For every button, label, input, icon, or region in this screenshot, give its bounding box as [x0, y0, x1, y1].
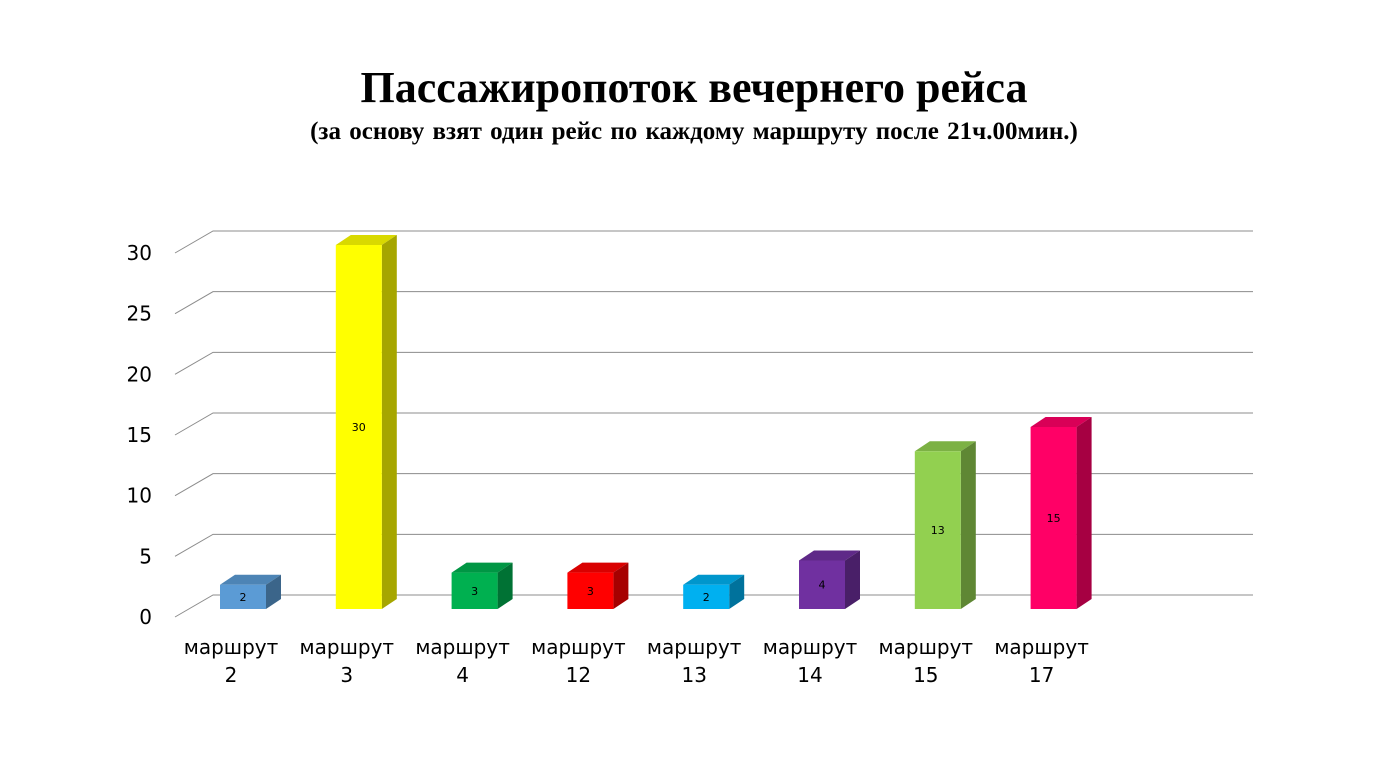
- bar-front: [335, 245, 382, 609]
- bar: 3: [451, 562, 513, 609]
- x-tick-label: маршрут 15: [879, 635, 974, 687]
- x-tick-label-line: 17: [1029, 663, 1054, 687]
- y-axis-ticks: 0 5 10 15 20 25 30: [127, 241, 152, 629]
- bar: 3: [567, 562, 629, 609]
- x-tick-label: маршрут 17: [994, 635, 1089, 687]
- data-label: 15: [1047, 512, 1061, 525]
- bar-side: [497, 562, 513, 609]
- data-label: 4: [819, 579, 826, 592]
- gridlines: [174, 230, 1253, 618]
- data-label: 2: [703, 591, 710, 604]
- gridline: [174, 412, 1253, 436]
- bars: 2 30 3 3 2 4 13 15: [220, 235, 1092, 609]
- gridline: [174, 533, 1253, 557]
- x-tick-label: маршрут 4: [415, 635, 510, 687]
- x-tick-label: маршрут 14: [763, 635, 858, 687]
- bar-front: [567, 572, 614, 609]
- bar-side: [729, 574, 745, 609]
- bar-front: [1030, 427, 1077, 609]
- x-tick-label-line: маршрут: [184, 635, 279, 659]
- bar: 30: [335, 235, 397, 609]
- x-tick-label-line: маршрут: [531, 635, 626, 659]
- bar-top: [335, 235, 397, 245]
- bar-front: [220, 584, 266, 609]
- y-tick-label: 5: [139, 544, 152, 568]
- x-tick-label-line: маршрут: [994, 635, 1089, 659]
- y-tick-label: 30: [127, 241, 152, 265]
- x-tick-label-line: маршрут: [415, 635, 510, 659]
- bar-side: [960, 441, 976, 609]
- gridline: [174, 594, 1253, 618]
- bar-top: [799, 550, 860, 561]
- bar: 15: [1030, 417, 1092, 609]
- bar-top: [220, 574, 281, 585]
- data-label: 30: [352, 421, 366, 434]
- x-tick-label-line: маршрут: [300, 635, 395, 659]
- gridline: [174, 473, 1253, 497]
- chart-subtitle: (за основу взят один рейс по каждому мар…: [310, 118, 1078, 145]
- y-tick-label: 20: [127, 362, 152, 386]
- bar-front: [914, 451, 961, 609]
- data-label: 3: [587, 585, 594, 598]
- bar: 4: [799, 550, 860, 609]
- data-label: 13: [931, 524, 945, 537]
- x-tick-label-line: маршрут: [763, 635, 858, 659]
- bar: 13: [914, 441, 976, 609]
- bar-side: [1076, 417, 1092, 609]
- data-label: 2: [240, 591, 247, 604]
- x-tick-label: маршрут 3: [300, 635, 395, 687]
- x-tick-label-line: 3: [340, 663, 353, 687]
- x-tick-label-line: 12: [566, 663, 591, 687]
- bar-side: [613, 562, 629, 609]
- x-tick-label: маршрут 13: [647, 635, 742, 687]
- bar-side: [381, 235, 397, 609]
- x-tick-label: маршрут 2: [184, 635, 279, 687]
- gridline: [174, 351, 1253, 375]
- bar: 2: [220, 574, 281, 609]
- chart-title: Пассажиропоток вечернего рейса: [360, 63, 1028, 112]
- gridline: [174, 291, 1253, 315]
- y-tick-label: 15: [127, 423, 152, 447]
- y-tick-label: 0: [139, 605, 152, 629]
- y-tick-label: 10: [127, 484, 152, 508]
- bar-front: [799, 560, 845, 609]
- x-tick-label-line: 2: [225, 663, 238, 687]
- x-tick-label-line: 4: [456, 663, 469, 687]
- bar-top: [683, 574, 745, 585]
- x-tick-label-line: маршрут: [647, 635, 742, 659]
- bar: 2: [683, 574, 745, 609]
- data-label: 3: [471, 585, 478, 598]
- bar-side: [845, 550, 860, 609]
- y-tick-label: 25: [127, 302, 152, 326]
- bar-top: [1030, 417, 1092, 427]
- x-tick-label-line: 15: [913, 663, 938, 687]
- x-tick-label-line: маршрут: [879, 635, 974, 659]
- x-tick-label: маршрут 12: [531, 635, 626, 687]
- bar-top: [451, 562, 513, 573]
- bar-top: [914, 441, 976, 452]
- gridline: [174, 230, 1253, 254]
- bar-side: [266, 574, 281, 609]
- bar-front: [683, 584, 730, 609]
- x-tick-label-line: 13: [681, 663, 706, 687]
- bar-front: [451, 572, 498, 609]
- bar-top: [567, 562, 629, 573]
- x-tick-label-line: 14: [797, 663, 822, 687]
